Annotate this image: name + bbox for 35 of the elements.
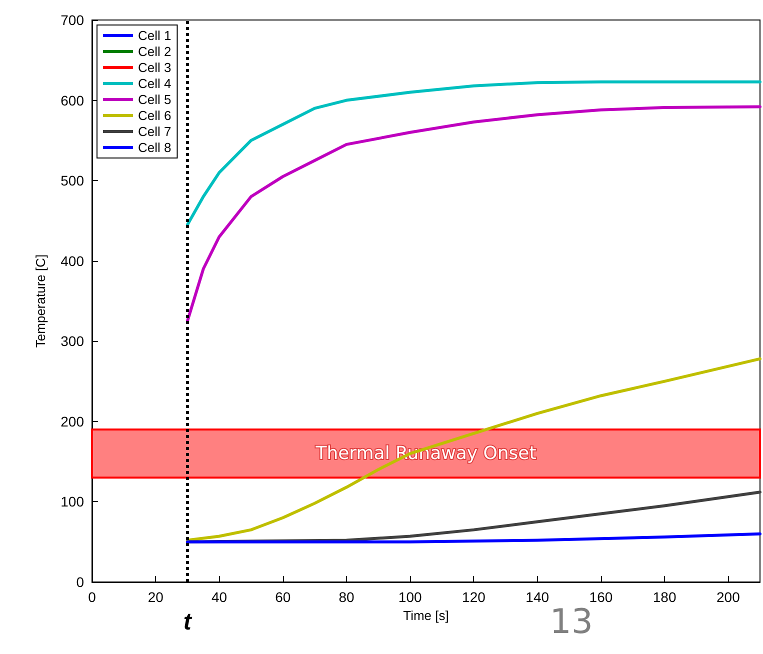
ref-line-label: t (183, 608, 192, 636)
line-series (186, 105, 762, 323)
y-tick-label: 0 (76, 574, 84, 590)
legend-label: Cell 8 (138, 140, 172, 155)
y-tick-label: 700 (60, 12, 84, 28)
legend-label: Cell 2 (138, 44, 172, 59)
text: 13 (550, 602, 593, 642)
x-tick-label: 60 (275, 589, 291, 605)
y-tick-label: 300 (60, 333, 84, 350)
x-axis-title: Time [s] (403, 608, 449, 623)
legend-label: Cell 1 (138, 28, 172, 43)
legend-label: Cell 6 (138, 108, 172, 123)
y-axis-title: Temperature [C] (33, 254, 48, 348)
x-tick-label: 180 (652, 589, 676, 605)
x-tick-label: 120 (462, 589, 486, 605)
legend-label: Cell 5 (138, 92, 172, 107)
y-tick-label: 600 (60, 92, 84, 108)
line-series (186, 357, 762, 542)
x-tick-label: 140 (526, 589, 550, 605)
y-tick-label: 500 (60, 172, 84, 189)
x-tick-label: 200 (716, 589, 740, 605)
x-tick-label: 160 (589, 589, 613, 605)
x-tick-label: 100 (398, 589, 422, 605)
legend-label: Cell 3 (138, 60, 172, 75)
legend-label: Cell 4 (138, 76, 172, 91)
line-series (186, 532, 762, 544)
x-tick-label: 40 (211, 589, 228, 605)
x-tick-label: 20 (148, 589, 164, 605)
x-tick-label: 80 (338, 589, 354, 605)
y-tick-label: 400 (60, 252, 84, 269)
y-tick-label: 200 (60, 413, 84, 430)
line-series (186, 80, 762, 226)
x-tick-label: 0 (88, 589, 96, 605)
legend-label: Cell 7 (138, 124, 172, 139)
y-tick-label: 100 (60, 494, 84, 510)
